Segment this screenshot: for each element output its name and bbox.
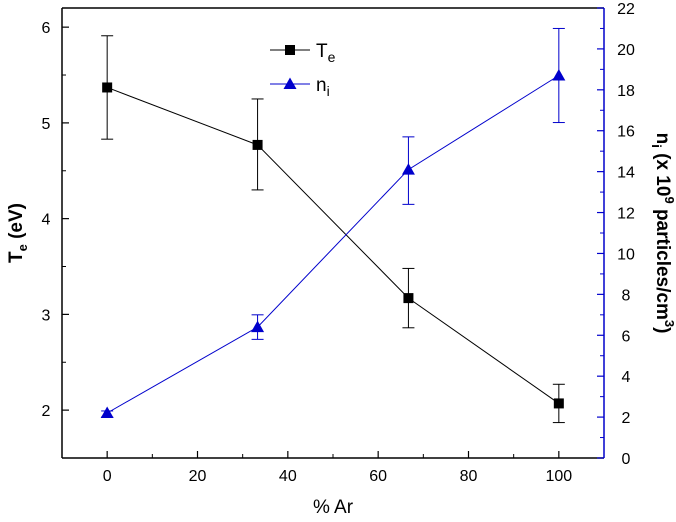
y-right-tick-label: 2: [622, 410, 631, 427]
x-tick-label: 100: [545, 468, 572, 485]
y-left-tick-label: 2: [42, 403, 51, 420]
data-point: [401, 163, 415, 175]
x-tick-label: 40: [279, 468, 297, 485]
legend-label: ni: [316, 75, 330, 99]
data-point: [403, 293, 414, 304]
x-tick-label: 60: [369, 468, 387, 485]
y-left-tick-label: 5: [42, 116, 51, 133]
data-point: [552, 69, 566, 81]
y-right-tick-label: 16: [617, 124, 635, 141]
y-right-tick-label: 20: [617, 42, 635, 59]
y-right-tick-label: 0: [622, 451, 631, 468]
x-tick-label: 20: [189, 468, 207, 485]
data-point: [252, 139, 263, 150]
data-point: [553, 398, 564, 409]
y-right-tick-label: 8: [622, 287, 631, 304]
series-line-Te: [106, 87, 560, 404]
legend-marker: [285, 45, 295, 55]
y-right-tick-label: 10: [617, 246, 635, 263]
data-point: [102, 82, 113, 93]
x-tick-label: 0: [103, 468, 112, 485]
data-point: [251, 320, 265, 333]
series-line-ni: [106, 75, 560, 414]
data-point: [100, 406, 114, 418]
y-left-tick-label: 6: [42, 20, 51, 37]
y-left-tick-label: 3: [42, 307, 51, 324]
y-right-tick-label: 22: [617, 1, 635, 18]
legend-label: Te: [316, 41, 336, 65]
y-left-tick-label: 4: [42, 212, 51, 229]
y-right-tick-label: 4: [622, 369, 631, 386]
y-right-tick-label: 12: [617, 206, 635, 223]
y-right-axis-title: ni (x 109 particles/cm3): [649, 133, 676, 334]
y-right-tick-label: 18: [617, 83, 635, 100]
y-right-tick-label: 6: [622, 328, 631, 345]
legend-marker: [283, 77, 297, 89]
x-axis-title: % Ar: [313, 497, 354, 518]
x-tick-label: 80: [460, 468, 478, 485]
y-left-axis-title: Te (eV): [6, 203, 30, 263]
y-right-tick-label: 14: [617, 165, 635, 182]
